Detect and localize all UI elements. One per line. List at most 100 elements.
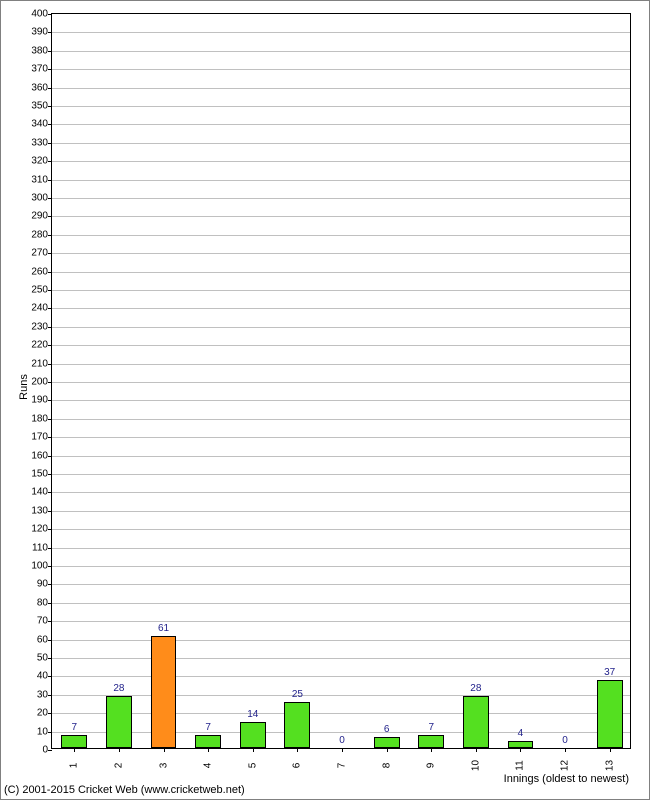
gridline [52,511,630,512]
bar-value-label: 4 [518,728,524,739]
y-tick-label: 180 [31,413,48,424]
y-tick-label: 40 [37,671,48,682]
chart-footer: (C) 2001-2015 Cricket Web (www.cricketwe… [4,784,245,796]
x-tick-mark [74,748,75,752]
x-tick-mark [520,748,521,752]
y-tick-label: 300 [31,193,48,204]
gridline [52,308,630,309]
gridline [52,51,630,52]
gridline [52,658,630,659]
x-tick-label: 12 [560,760,571,771]
gridline [52,713,630,714]
y-tick-mark [48,216,52,217]
y-tick-label: 290 [31,211,48,222]
y-tick-label: 70 [37,616,48,627]
x-axis-title: Innings (oldest to newest) [504,773,629,785]
y-tick-mark [48,419,52,420]
y-tick-mark [48,51,52,52]
gridline [52,106,630,107]
gridline [52,272,630,273]
y-tick-label: 260 [31,266,48,277]
gridline [52,216,630,217]
y-tick-label: 120 [31,524,48,535]
y-tick-mark [48,584,52,585]
gridline [52,345,630,346]
y-tick-label: 330 [31,137,48,148]
y-tick-label: 360 [31,82,48,93]
bar-value-label: 28 [113,683,124,694]
y-tick-mark [48,566,52,567]
gridline [52,640,630,641]
y-tick-mark [48,253,52,254]
gridline [52,400,630,401]
y-tick-mark [48,695,52,696]
bar-value-label: 0 [562,735,568,746]
gridline [52,235,630,236]
bar [374,737,400,748]
y-tick-mark [48,658,52,659]
y-tick-label: 240 [31,303,48,314]
x-tick-mark [297,748,298,752]
gridline [52,198,630,199]
x-tick-mark [208,748,209,752]
y-tick-label: 80 [37,597,48,608]
y-tick-label: 30 [37,689,48,700]
y-tick-mark [48,235,52,236]
bar [508,741,534,748]
gridline [52,88,630,89]
gridline [52,676,630,677]
y-tick-mark [48,400,52,401]
bar-value-label: 6 [384,724,390,735]
x-tick-mark [610,748,611,752]
bar-value-label: 28 [470,683,481,694]
bar-value-label: 14 [247,709,258,720]
y-tick-label: 10 [37,726,48,737]
gridline [52,180,630,181]
y-tick-mark [48,732,52,733]
y-tick-mark [48,308,52,309]
y-tick-label: 100 [31,561,48,572]
y-tick-label: 130 [31,505,48,516]
gridline [52,732,630,733]
x-tick-label: 2 [113,763,124,769]
bar [463,696,489,748]
y-tick-mark [48,750,52,751]
x-tick-label: 1 [69,763,80,769]
y-tick-label: 190 [31,395,48,406]
y-tick-label: 350 [31,101,48,112]
gridline [52,474,630,475]
gridline [52,32,630,33]
x-tick-mark [164,748,165,752]
gridline [52,290,630,291]
y-tick-mark [48,603,52,604]
gridline [52,584,630,585]
bar [106,696,132,748]
bar [240,722,266,748]
y-tick-mark [48,474,52,475]
x-tick-mark [565,748,566,752]
x-tick-label: 7 [337,763,348,769]
x-tick-label: 8 [381,763,392,769]
gridline [52,456,630,457]
y-tick-mark [48,290,52,291]
gridline [52,621,630,622]
x-tick-label: 4 [203,763,214,769]
gridline [52,492,630,493]
bar [61,735,87,748]
x-tick-mark [119,748,120,752]
y-tick-mark [48,198,52,199]
y-tick-label: 50 [37,653,48,664]
y-tick-mark [48,69,52,70]
x-tick-mark [476,748,477,752]
gridline [52,548,630,549]
y-tick-label: 370 [31,64,48,75]
y-tick-mark [48,32,52,33]
y-tick-label: 170 [31,432,48,443]
gridline [52,143,630,144]
x-tick-mark [342,748,343,752]
y-tick-label: 110 [32,542,48,553]
bar-value-label: 25 [292,689,303,700]
gridline [52,327,630,328]
bar [195,735,221,748]
y-tick-label: 150 [31,469,48,480]
